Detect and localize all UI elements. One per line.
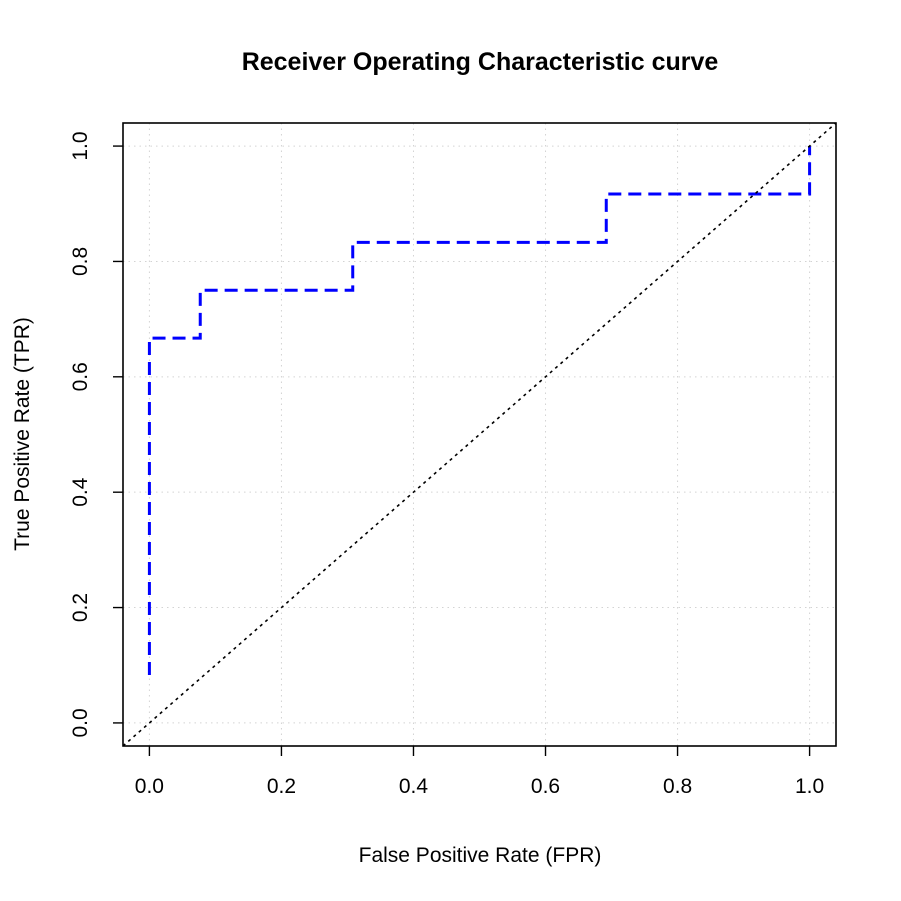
y-tick-label-2: 0.4 — [69, 477, 92, 507]
series-layer — [122, 122, 837, 747]
x-tick-label-1: 0.2 — [267, 775, 296, 798]
x-tick-label-2: 0.4 — [399, 775, 429, 798]
x-tick-label-0: 0.0 — [135, 775, 164, 798]
x-tick-label-3: 0.6 — [531, 775, 560, 798]
plot-frame — [122, 122, 837, 747]
tick-layer: 0.0 0.2 0.4 0.6 0.8 1.0 0.0 0.2 0.4 0.6 0.8 1.0 — [69, 131, 824, 798]
y-axis-label: True Positive Rate (TPR) — [11, 317, 34, 551]
grid-layer — [123, 123, 836, 746]
y-tick-label-3: 0.6 — [69, 362, 92, 391]
x-tick-label-4: 0.8 — [663, 775, 692, 798]
y-tick-label-0: 0.0 — [69, 708, 92, 737]
y-tick-label-5: 1.0 — [69, 131, 92, 160]
chart-title: Receiver Operating Characteristic curve — [242, 48, 719, 76]
x-tick-label-5: 1.0 — [795, 775, 824, 798]
y-tick-label-4: 0.8 — [69, 247, 92, 276]
x-axis-label: False Positive Rate (FPR) — [359, 844, 602, 867]
y-tick-label-1: 0.2 — [69, 593, 92, 622]
diagonal-reference-line — [122, 122, 837, 747]
roc-curve-line — [147, 146, 812, 676]
